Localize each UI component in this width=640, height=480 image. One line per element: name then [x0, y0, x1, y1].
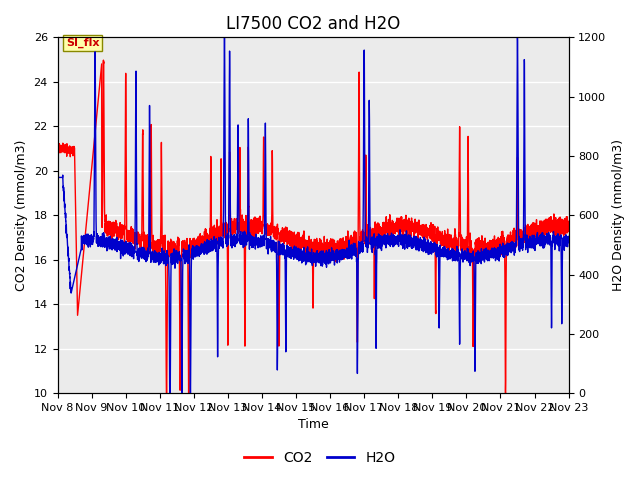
Y-axis label: H2O Density (mmol/m3): H2O Density (mmol/m3)	[612, 139, 625, 291]
H2O	[221, 35, 228, 40]
Line: CO2: CO2	[58, 60, 568, 393]
H2O	[54, 175, 61, 180]
H2O	[474, 248, 482, 254]
CO2	[564, 224, 572, 229]
H2O	[147, 242, 154, 248]
Text: SI_flx: SI_flx	[66, 38, 100, 48]
CO2	[474, 240, 482, 246]
CO2	[54, 145, 61, 151]
CO2	[147, 234, 154, 240]
CO2	[360, 235, 368, 240]
Y-axis label: CO2 Density (mmol/m3): CO2 Density (mmol/m3)	[15, 140, 28, 291]
H2O	[249, 244, 257, 250]
H2O	[387, 239, 394, 245]
Title: LI7500 CO2 and H2O: LI7500 CO2 and H2O	[226, 15, 400, 33]
Line: H2O: H2O	[58, 37, 568, 393]
Legend: CO2, H2O: CO2, H2O	[239, 445, 401, 471]
CO2	[435, 230, 443, 236]
X-axis label: Time: Time	[298, 419, 328, 432]
H2O	[435, 321, 443, 327]
H2O	[564, 238, 572, 244]
CO2	[163, 390, 170, 396]
H2O	[166, 390, 173, 396]
CO2	[249, 226, 257, 231]
CO2	[387, 222, 394, 228]
CO2	[100, 57, 108, 63]
H2O	[360, 47, 368, 53]
